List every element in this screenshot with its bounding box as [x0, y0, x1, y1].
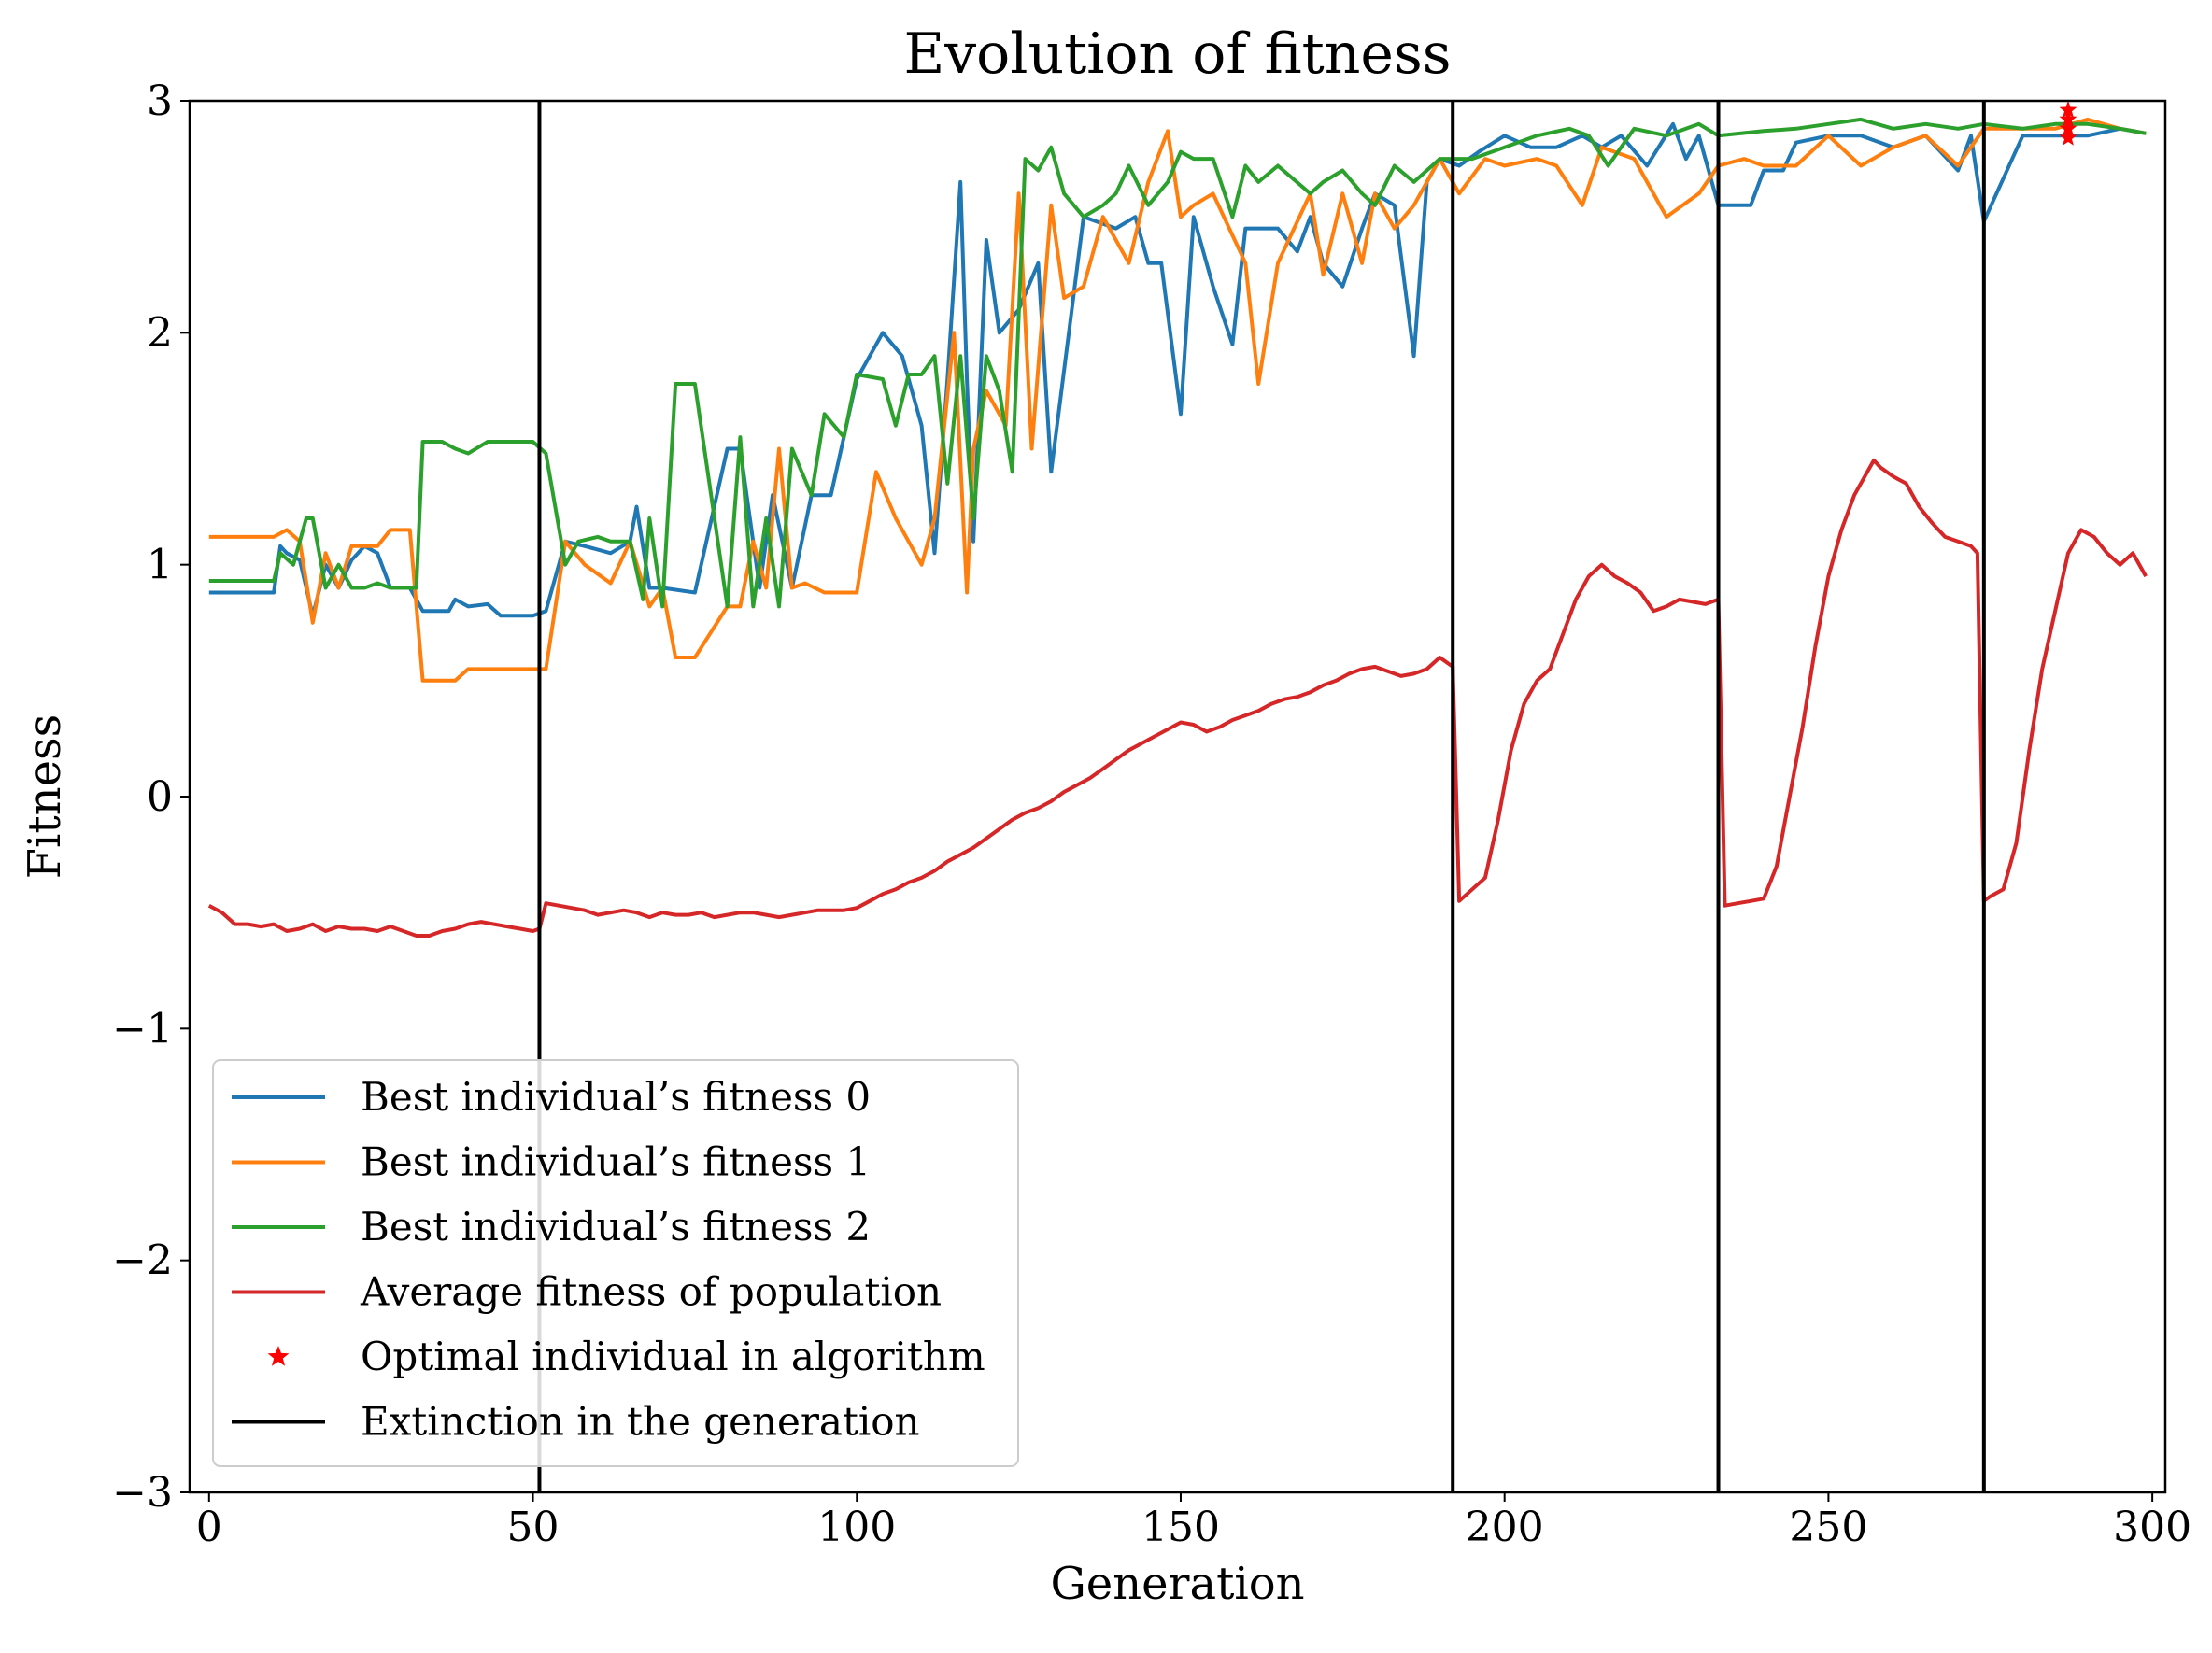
y-tick-label: 1 [147, 542, 173, 589]
optimal-point-1 [2059, 109, 2077, 127]
series-line-2 [208, 117, 2147, 609]
legend: Best individual’s fitness 0 Best individu… [212, 1059, 1019, 1467]
series-line-0 [208, 121, 2147, 618]
legend-label: Extinction in the generation [361, 1399, 920, 1445]
optimal-point-3 [2059, 128, 2077, 146]
legend-label: Best individual’s fitness 1 [361, 1139, 871, 1185]
plot-series-group [207, 101, 2148, 1492]
x-tick-label: 300 [2113, 1504, 2191, 1551]
y-axis-label: Fitness [19, 714, 71, 880]
legend-box [212, 1059, 1019, 1467]
x-tick-label: 150 [1141, 1504, 1220, 1551]
x-tick-label: 200 [1466, 1504, 1544, 1551]
plot-area [207, 101, 2148, 1492]
legend-star-marker [267, 1346, 290, 1366]
chart-title: Evolution of fitness [903, 21, 1451, 87]
legend-label: Optimal individual in algorithm [361, 1334, 985, 1379]
x-tick-label: 50 [507, 1504, 560, 1551]
legend-label: Best individual’s fitness 0 [361, 1074, 871, 1120]
series-line-1 [208, 117, 2147, 683]
optimal-point-2 [2059, 119, 2077, 136]
y-tick-label: 2 [147, 309, 173, 357]
y-tick-label: 0 [147, 773, 173, 821]
y-tick-label: −2 [112, 1237, 173, 1285]
x-tick-label: 250 [1789, 1504, 1867, 1551]
x-tick-label: 0 [196, 1504, 222, 1551]
legend-label: Best individual’s fitness 2 [361, 1204, 871, 1250]
legend-label: Average fitness of population [360, 1269, 942, 1315]
y-tick-label: −3 [112, 1469, 173, 1517]
x-axis-label: Generation [1050, 1558, 1304, 1610]
y-tick-label: −1 [112, 1005, 173, 1053]
x-tick-label: 100 [817, 1504, 896, 1551]
axis-ticks: 0 50 100 150 200 250 300 −3 −2 −1 0 1 2 3 [112, 78, 2191, 1551]
optimal-point-0 [2059, 101, 2077, 118]
y-tick-label: 3 [147, 78, 173, 125]
